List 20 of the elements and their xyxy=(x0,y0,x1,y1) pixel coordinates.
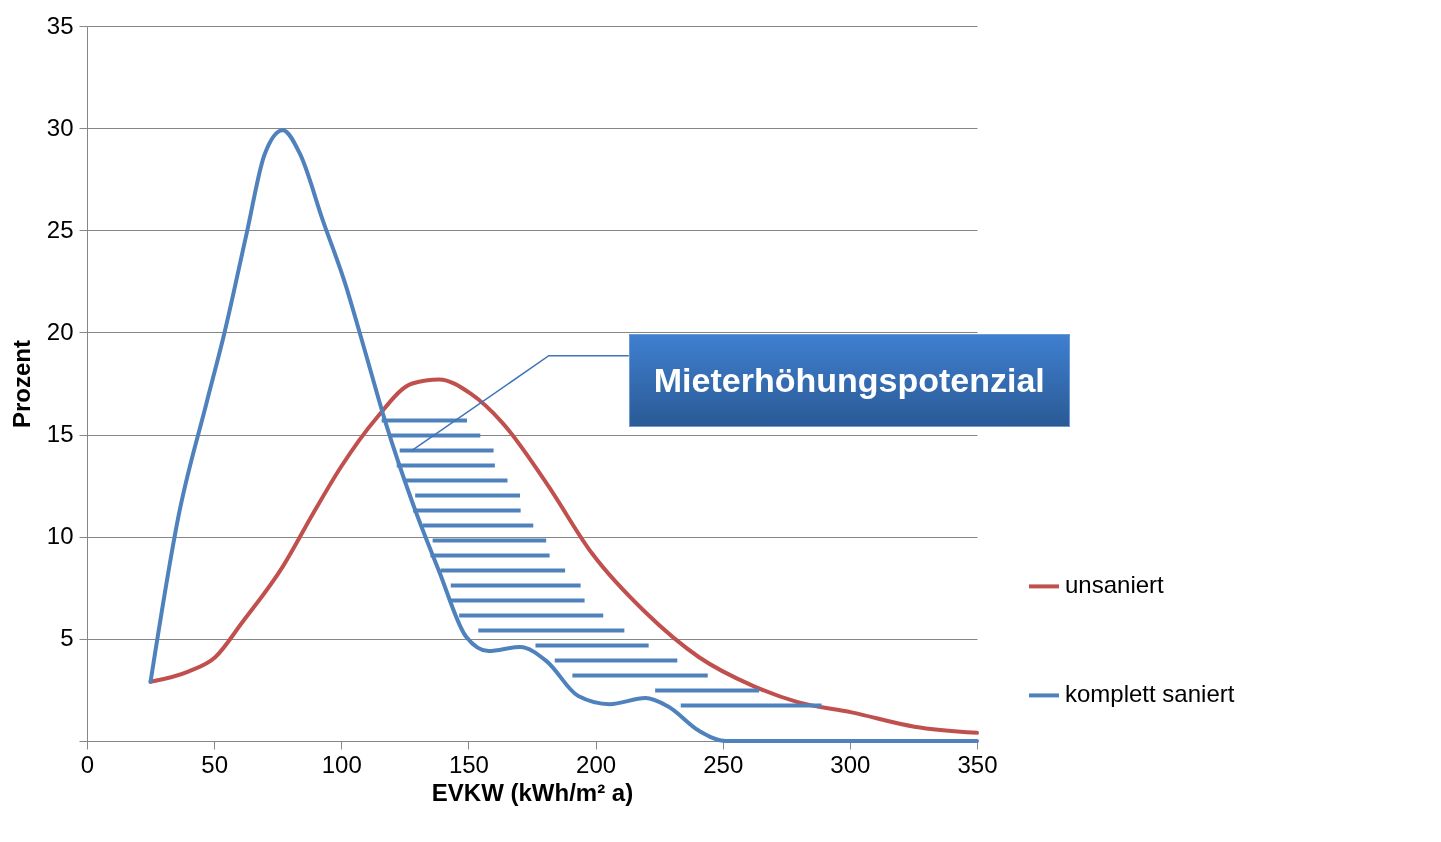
x-tick-label: 250 xyxy=(703,750,744,778)
x-tick-label: 0 xyxy=(80,750,95,778)
x-tick-label: 50 xyxy=(201,750,228,778)
x-tick-label: 200 xyxy=(576,750,617,778)
y-tick-label: 5 xyxy=(60,624,74,652)
y-tick-label: 15 xyxy=(46,420,74,448)
y-axis-title: Prozent xyxy=(7,339,35,429)
y-tick-label: 35 xyxy=(46,11,74,39)
x-tick-label: 150 xyxy=(448,750,489,778)
legend-label: unsaniert xyxy=(1065,571,1165,599)
y-tick-label: 20 xyxy=(46,317,74,345)
x-tick-label: 350 xyxy=(957,750,998,778)
y-tick-label: 30 xyxy=(46,113,74,141)
x-axis-title: EVKW (kWh/m² a) xyxy=(431,778,634,806)
annotation: Mieterhöhungspotenzial xyxy=(628,333,1070,427)
x-tick-label: 300 xyxy=(830,750,871,778)
y-tick-label: 10 xyxy=(46,522,74,550)
y-tick-label: 25 xyxy=(46,215,74,243)
x-tick-label: 100 xyxy=(321,750,362,778)
legend-label: komplett saniert xyxy=(1065,680,1235,708)
